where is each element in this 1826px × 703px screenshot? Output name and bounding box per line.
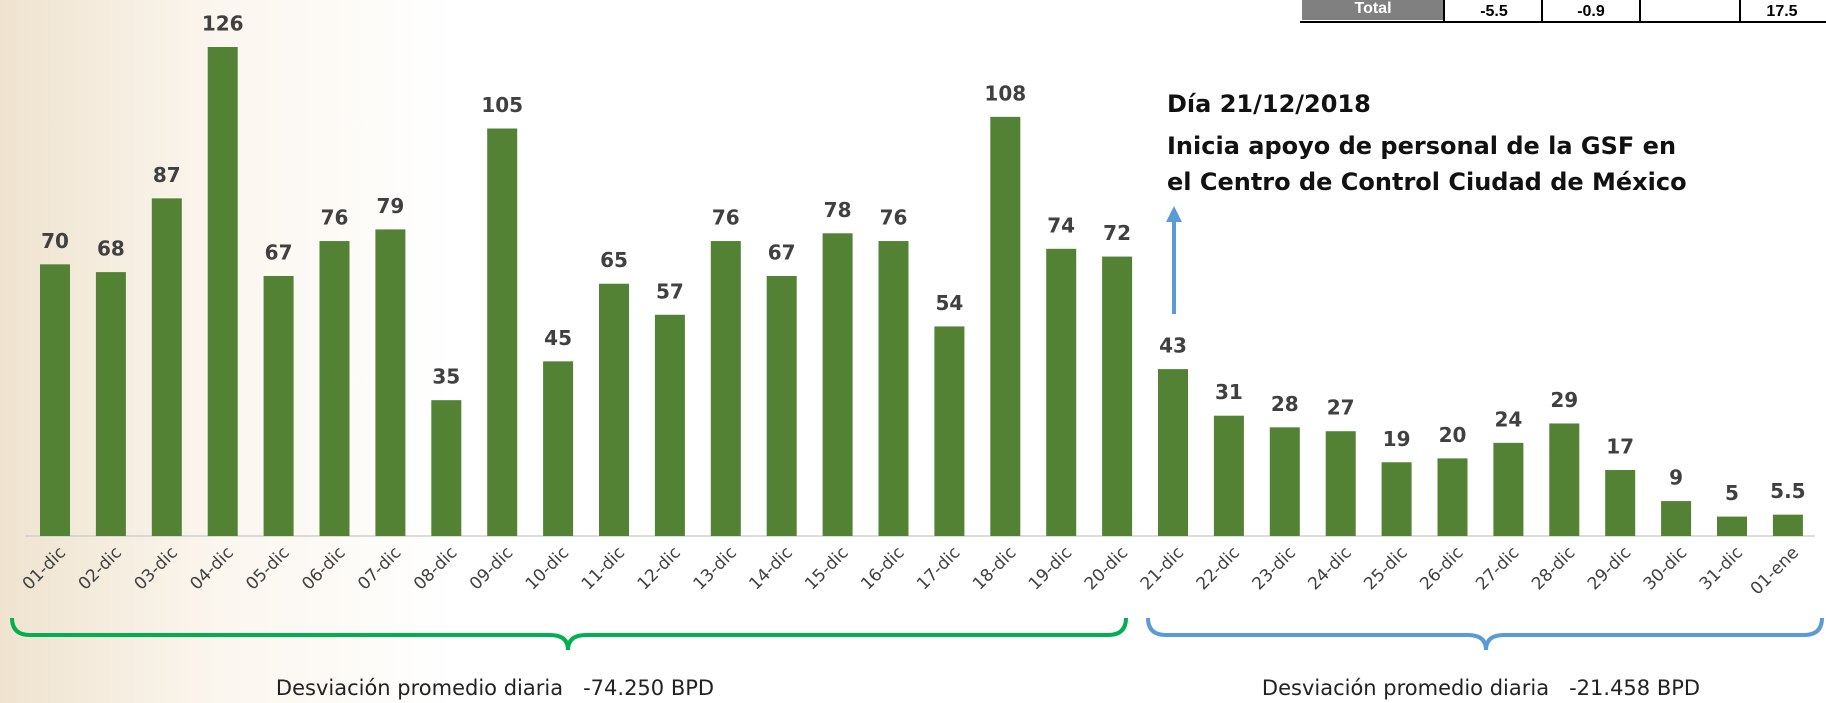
bar [1382, 462, 1412, 536]
data-label: 108 [984, 81, 1026, 105]
bar [487, 129, 517, 537]
data-label: 68 [97, 237, 125, 261]
bar [1270, 427, 1300, 536]
data-label: 72 [1103, 221, 1131, 245]
data-label: 20 [1439, 423, 1467, 447]
bar [1717, 517, 1747, 536]
bar [431, 400, 461, 536]
data-label: 28 [1271, 392, 1299, 416]
bar [655, 315, 685, 536]
bar [208, 47, 238, 536]
bar [40, 264, 70, 536]
bar [1549, 423, 1579, 536]
data-label: 54 [935, 291, 963, 315]
bar [320, 241, 350, 536]
bar [823, 233, 853, 536]
data-label: 78 [824, 198, 852, 222]
bar [599, 284, 629, 536]
data-label: 70 [41, 229, 69, 253]
data-label: 105 [481, 93, 523, 117]
bar [879, 241, 909, 536]
bar [96, 272, 126, 536]
table-cell: 17.5 [1766, 3, 1797, 20]
data-label: 67 [265, 240, 293, 264]
data-label: 79 [376, 194, 404, 218]
table-cell: -5.5 [1480, 3, 1508, 20]
data-label: 27 [1327, 396, 1355, 420]
data-label: 29 [1550, 388, 1578, 412]
data-label: 87 [153, 163, 181, 187]
bar [1102, 257, 1132, 536]
data-label: 74 [1047, 213, 1075, 237]
bar [1605, 470, 1635, 536]
bar [711, 241, 741, 536]
data-label: 45 [544, 326, 572, 350]
data-label: 76 [880, 206, 908, 230]
bar [1214, 416, 1244, 536]
bar [264, 276, 294, 536]
data-label: 65 [600, 248, 628, 272]
data-label: 9 [1669, 466, 1683, 490]
bar [375, 229, 405, 536]
data-label: 19 [1383, 427, 1411, 451]
bar [543, 361, 573, 536]
data-label: 76 [321, 206, 349, 230]
bar [1326, 431, 1356, 536]
bar [1493, 443, 1523, 536]
data-label: 57 [656, 279, 684, 303]
data-label: 5.5 [1770, 479, 1805, 503]
data-label: 35 [432, 365, 460, 389]
brace-label: Desviación promedio diaria -21.458 BPD [1262, 676, 1700, 700]
data-label: 76 [712, 206, 740, 230]
bar [1773, 515, 1803, 536]
data-label: 31 [1215, 380, 1243, 404]
bar [1046, 249, 1076, 536]
bar [1661, 501, 1691, 536]
brace-label: Desviación promedio diaria -74.250 BPD [276, 676, 714, 700]
bar [1158, 369, 1188, 536]
bar [934, 326, 964, 536]
data-label: 17 [1606, 435, 1634, 459]
data-label: 43 [1159, 334, 1187, 358]
bar [990, 117, 1020, 536]
data-label: 67 [768, 240, 796, 264]
annotation-title: Día 21/12/2018 [1167, 90, 1371, 118]
annotation-line: Inicia apoyo de personal de la GSF en [1167, 132, 1676, 160]
chart: Total -5.5 -0.9 17.5 Día 21/12/2018 Inic… [0, 0, 1826, 703]
bar [152, 198, 182, 536]
data-label: 126 [202, 12, 244, 36]
annotation-line: el Centro de Control Ciudad de México [1167, 168, 1687, 196]
bar [1438, 458, 1468, 536]
table-cell: -0.9 [1577, 3, 1605, 20]
bar [767, 276, 797, 536]
data-label: 24 [1494, 407, 1522, 431]
data-label: 5 [1725, 481, 1739, 505]
table-cell: Total [1354, 0, 1391, 17]
